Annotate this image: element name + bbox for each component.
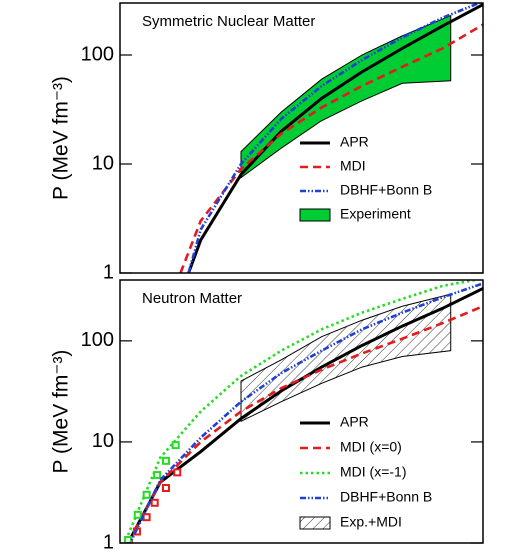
plot-frame [119, 2, 484, 274]
legend-swatch [299, 516, 331, 530]
y-axis-label: P (MeV fm⁻³) [50, 350, 73, 474]
series-line [187, 3, 483, 273]
legend-label: APR [340, 134, 369, 150]
data-point [153, 471, 162, 480]
legend-label: MDI (x=0) [340, 439, 402, 455]
y-tick-label: 1 [103, 261, 114, 283]
y-tick-label: 100 [81, 329, 114, 351]
legend-label: Exp.+MDI [340, 514, 402, 530]
legend-label: MDI [340, 158, 366, 174]
band [240, 14, 452, 179]
legend-label: Experiment [340, 206, 411, 222]
band [240, 293, 452, 423]
y-axis-label: P (MeV fm⁻³) [50, 76, 73, 200]
annotation: Symmetric Nuclear Matter [142, 13, 315, 30]
series-line [126, 287, 483, 543]
data-point [161, 456, 170, 465]
data-point [142, 490, 151, 499]
data-point [150, 498, 159, 507]
data-point [161, 484, 170, 493]
legend-swatch [299, 208, 331, 222]
data-point [173, 468, 182, 477]
legend-label: DBHF+Bonn B [340, 182, 432, 198]
y-tick-label: 10 [92, 430, 114, 452]
annotation: Neutron Matter [142, 290, 242, 307]
data-point [133, 510, 142, 519]
data-point [142, 513, 151, 522]
legend-label: MDI (x=-1) [340, 464, 407, 480]
series-line [128, 282, 483, 543]
series-line [126, 305, 483, 543]
plot-area [124, 280, 483, 543]
plot-area [179, 3, 483, 273]
y-tick-label: 10 [92, 152, 114, 174]
data-point [171, 441, 180, 450]
y-tick-label: 100 [81, 43, 114, 65]
y-tick-label: 1 [103, 531, 114, 553]
legend-label: APR [340, 414, 369, 430]
plot-frame [119, 279, 484, 544]
legend-label: DBHF+Bonn B [340, 489, 432, 505]
series-line [179, 23, 483, 273]
